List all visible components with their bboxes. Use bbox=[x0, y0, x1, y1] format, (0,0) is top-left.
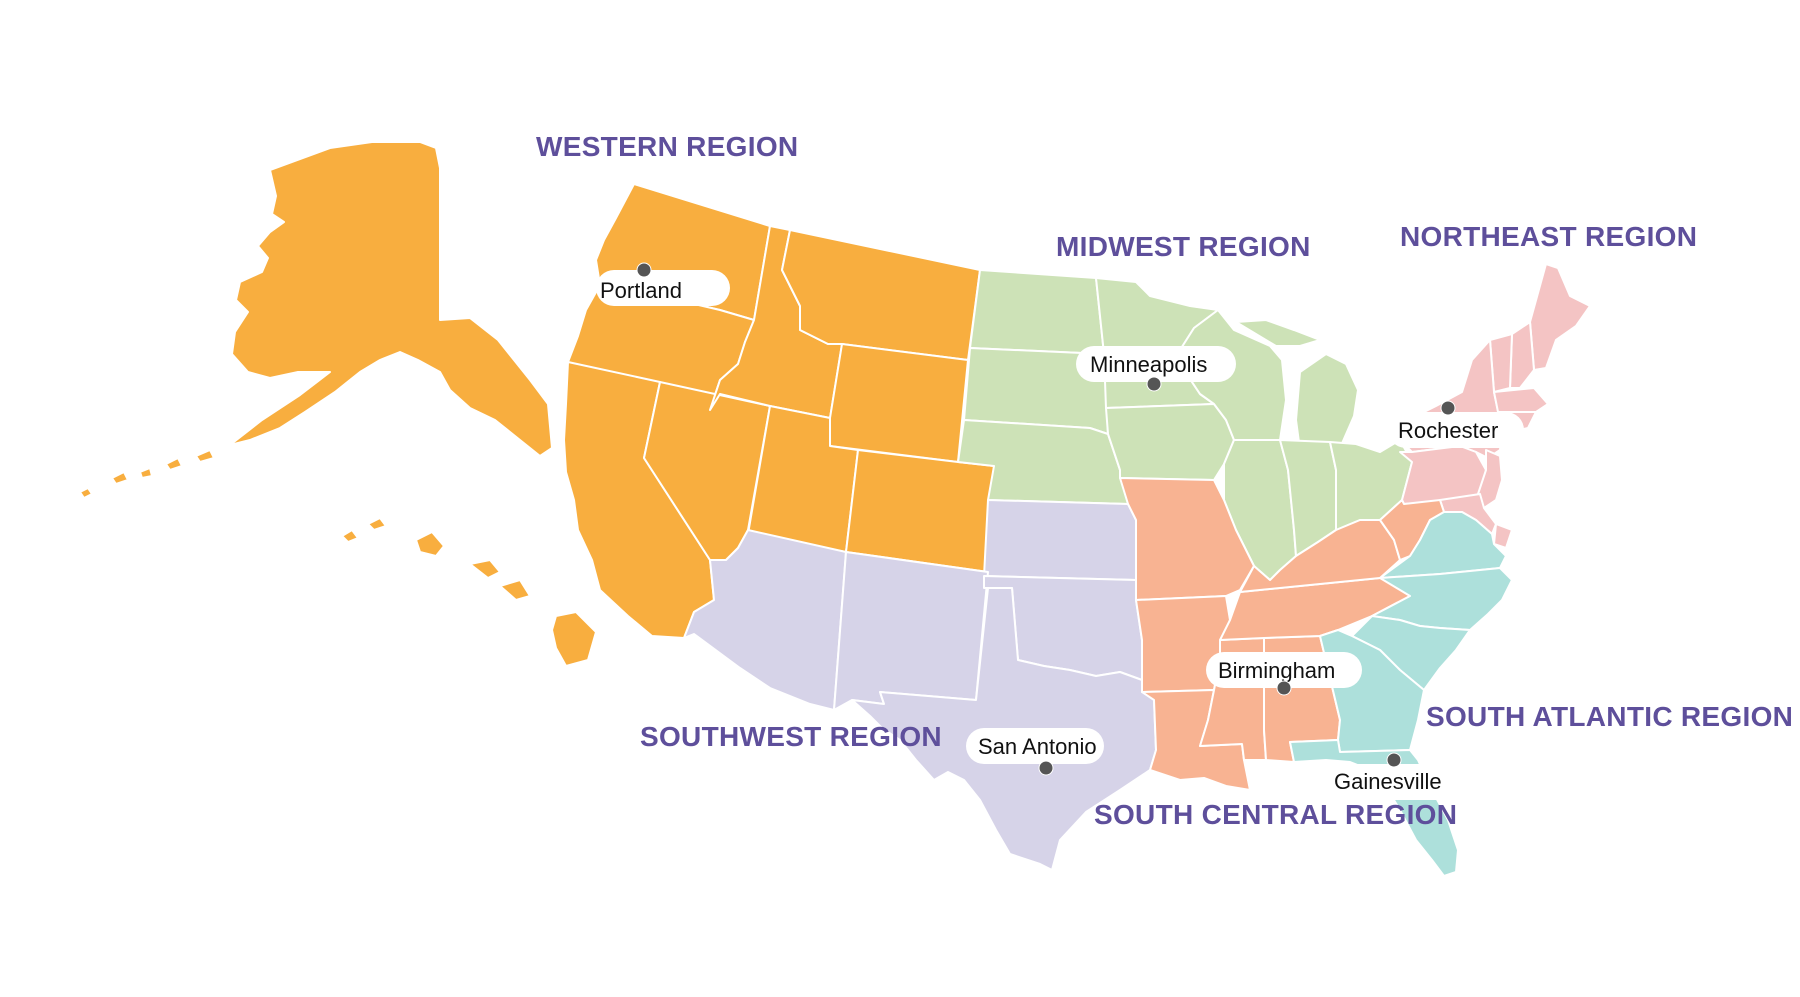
city-marker-minneapolis: Minneapolis bbox=[1076, 346, 1236, 392]
state-colorado bbox=[845, 449, 995, 573]
state-iowa bbox=[1105, 403, 1235, 481]
state-wisconsin bbox=[1179, 309, 1287, 441]
state-wyoming bbox=[829, 343, 969, 463]
city-pill bbox=[596, 270, 730, 306]
region-label-southwest: SOUTHWEST REGION bbox=[640, 721, 942, 752]
city-label-birmingham: Birmingham bbox=[1218, 658, 1335, 683]
city-dot bbox=[1386, 752, 1402, 768]
city-label-gainesville: Gainesville bbox=[1334, 769, 1442, 794]
state-north-dakota bbox=[969, 269, 1105, 355]
city-pill bbox=[966, 728, 1104, 764]
state-arizona bbox=[683, 529, 847, 711]
northeast-region bbox=[1399, 263, 1591, 549]
aleutian-islands bbox=[79, 449, 215, 499]
city-label-rochester: Rochester bbox=[1398, 418, 1498, 443]
city-pill bbox=[1388, 412, 1524, 448]
city-label-minneapolis: Minneapolis bbox=[1090, 352, 1207, 377]
region-label-western: WESTERN REGION bbox=[536, 131, 798, 162]
city-dot bbox=[1146, 376, 1162, 392]
state-delaware-tip bbox=[1493, 523, 1513, 549]
city-marker-san-antonio: San Antonio bbox=[966, 728, 1104, 776]
region-label-midwest: MIDWEST REGION bbox=[1056, 231, 1311, 262]
city-label-san-antonio: San Antonio bbox=[978, 734, 1097, 759]
state-kentucky bbox=[1239, 519, 1401, 593]
state-michigan-upper bbox=[1235, 319, 1321, 347]
region-label-northeast: NORTHEAST REGION bbox=[1400, 221, 1697, 252]
city-pill bbox=[1206, 652, 1362, 688]
state-new-jersey bbox=[1477, 449, 1503, 509]
state-kansas bbox=[983, 499, 1137, 581]
city-marker-rochester: Rochester bbox=[1388, 400, 1524, 448]
city-label-portland: Portland bbox=[600, 278, 682, 303]
city-marker-portland: Portland bbox=[596, 262, 730, 306]
state-new-hampshire bbox=[1509, 321, 1535, 389]
southwest-region bbox=[683, 529, 1157, 871]
state-hawaii bbox=[341, 517, 597, 667]
city-marker-birmingham: Birmingham bbox=[1206, 652, 1362, 696]
state-michigan-lower bbox=[1295, 353, 1359, 451]
region-label-south-central: SOUTH CENTRAL REGION bbox=[1094, 799, 1457, 830]
city-marker-gainesville: Gainesville bbox=[1324, 752, 1454, 800]
state-new-mexico bbox=[833, 551, 989, 711]
state-massachusetts bbox=[1493, 387, 1549, 413]
city-pill bbox=[1076, 346, 1236, 382]
region-label-south-atlantic: SOUTH ATLANTIC REGION bbox=[1426, 701, 1793, 732]
state-maine bbox=[1529, 263, 1591, 371]
state-alaska bbox=[229, 141, 553, 457]
city-dot bbox=[1276, 680, 1292, 696]
city-pill bbox=[1324, 764, 1454, 800]
city-dot bbox=[1038, 760, 1054, 776]
city-dot bbox=[1440, 400, 1456, 416]
western-region bbox=[79, 141, 995, 667]
city-dot bbox=[636, 262, 652, 278]
